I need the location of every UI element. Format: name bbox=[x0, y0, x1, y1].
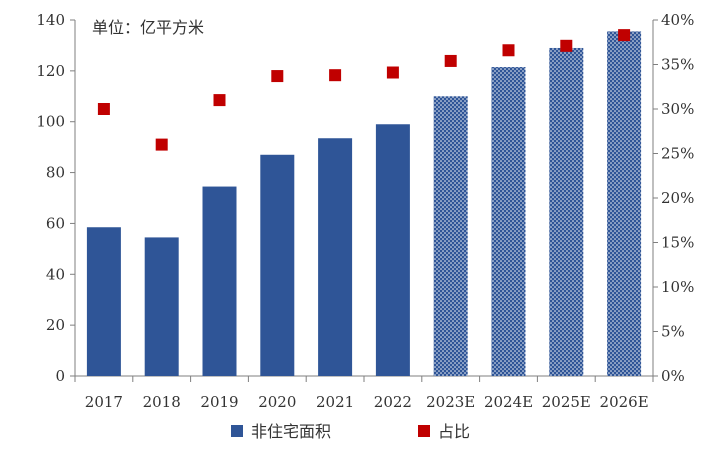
y-right-tick-label: 10% bbox=[661, 278, 694, 296]
y-right-tick-label: 20% bbox=[661, 189, 694, 207]
y-left-tick-label: 0 bbox=[55, 367, 65, 385]
x-tick-label: 2023E bbox=[426, 393, 475, 411]
unit-label: 单位：亿平方米 bbox=[92, 18, 204, 37]
x-tick-label: 2025E bbox=[542, 393, 591, 411]
y-right-tick-label: 25% bbox=[661, 145, 694, 163]
marker-point bbox=[271, 70, 284, 83]
legend: 非住宅面积 占比 bbox=[231, 422, 470, 441]
axes: 0 20 40 60 80 100 120 140 0% 5% 10% 15% 20% 25% 30% 35%… bbox=[36, 11, 694, 411]
bar bbox=[86, 227, 121, 376]
bar bbox=[375, 124, 410, 376]
y-right-tick-label: 0% bbox=[661, 367, 685, 385]
y-left-tick-label: 40 bbox=[46, 265, 65, 283]
y-left-tick-label: 80 bbox=[46, 164, 65, 182]
y-right-tick-label: 30% bbox=[661, 100, 694, 118]
x-tick-label: 2018 bbox=[143, 393, 181, 411]
y-left-tick-label: 120 bbox=[36, 62, 65, 80]
x-tick-label: 2020 bbox=[258, 393, 296, 411]
bar bbox=[607, 31, 642, 376]
y-left-tick-label: 100 bbox=[36, 113, 65, 131]
marker-point bbox=[560, 39, 573, 52]
bar bbox=[144, 237, 179, 376]
y-left-tick-label: 140 bbox=[36, 11, 65, 29]
marker-point bbox=[155, 138, 168, 151]
y-right-tick-label: 40% bbox=[661, 11, 694, 29]
marker-point bbox=[213, 94, 226, 107]
legend-marker-swatch bbox=[418, 425, 430, 437]
bar bbox=[491, 67, 526, 377]
marker-point bbox=[386, 66, 399, 79]
bar bbox=[260, 154, 295, 376]
marker-series bbox=[97, 29, 631, 151]
bar-series bbox=[86, 31, 642, 377]
y-right-tick-label: 35% bbox=[661, 56, 694, 74]
bar bbox=[318, 138, 353, 376]
marker-point bbox=[97, 103, 110, 115]
legend-bar-label: 非住宅面积 bbox=[251, 422, 331, 441]
marker-point bbox=[502, 44, 515, 57]
marker-point bbox=[444, 54, 457, 67]
y-left-tick-label: 20 bbox=[46, 316, 65, 334]
legend-marker-label: 占比 bbox=[438, 422, 470, 441]
x-tick-label: 2021 bbox=[316, 393, 354, 411]
y-left-tick-label: 60 bbox=[46, 214, 65, 232]
y-right-tick-label: 15% bbox=[661, 234, 694, 252]
x-tick-label: 2026E bbox=[600, 393, 649, 411]
x-tick-label: 2017 bbox=[85, 393, 123, 411]
bar bbox=[433, 96, 468, 377]
x-tick-label: 2022 bbox=[374, 393, 412, 411]
x-tick-label: 2019 bbox=[200, 393, 238, 411]
bar bbox=[549, 47, 584, 376]
y-right-tick-label: 5% bbox=[661, 323, 685, 341]
x-tick-label: 2024E bbox=[484, 393, 533, 411]
bar bbox=[202, 186, 237, 376]
legend-bar-swatch bbox=[231, 425, 243, 437]
marker-point bbox=[329, 69, 342, 82]
marker-point bbox=[618, 29, 631, 42]
